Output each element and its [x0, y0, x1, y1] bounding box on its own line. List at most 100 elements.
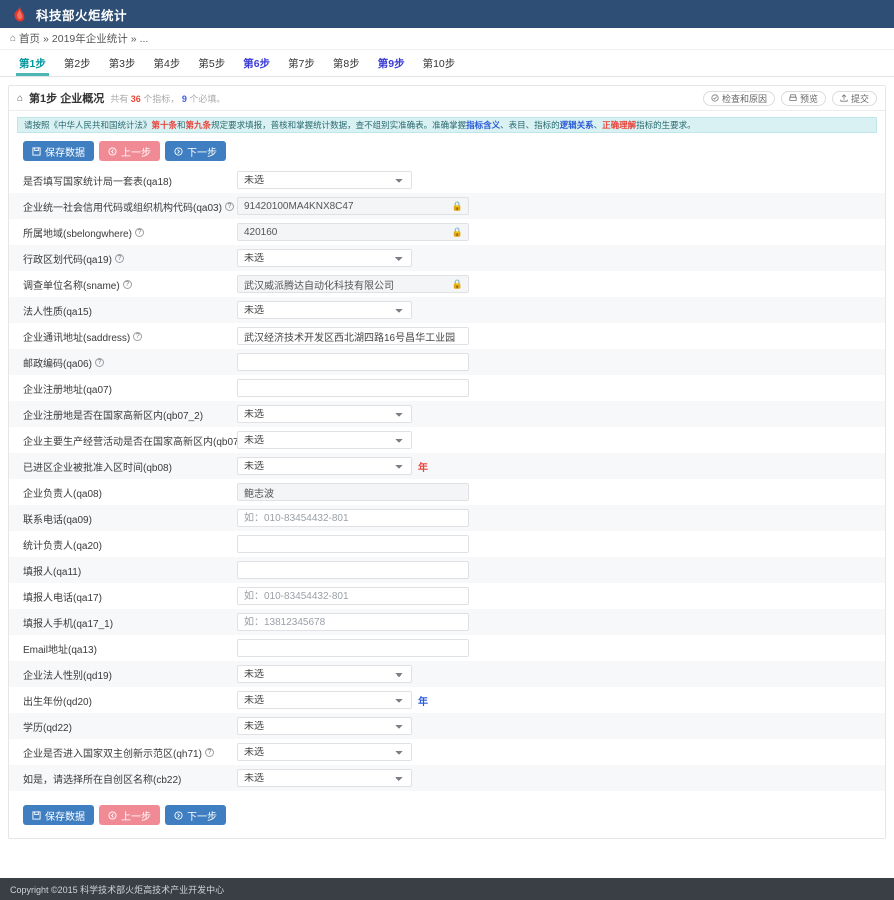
- prev-step-button-bottom[interactable]: 上一步: [99, 805, 160, 825]
- field-control: 未选: [237, 301, 412, 319]
- step-tab-9[interactable]: 第9步: [377, 57, 405, 70]
- field-label-text: 企业是否进入国家双主创新示范区(qh71): [23, 748, 202, 760]
- help-icon[interactable]: ?: [204, 747, 214, 757]
- field-input[interactable]: [237, 509, 469, 527]
- form-row: 企业主要生产经营活动是否在国家高新区内(qb07_3) 未选: [9, 427, 885, 453]
- next-step-button-bottom[interactable]: 下一步: [165, 805, 226, 825]
- step-tab-6[interactable]: 第6步: [243, 57, 271, 70]
- breadcrumb-home[interactable]: 首页: [19, 33, 41, 45]
- step-tab-8[interactable]: 第8步: [332, 57, 360, 70]
- notice-link-indicator-meaning[interactable]: 指标含义: [466, 120, 501, 130]
- form-row: 所属地域(sbelongwhere)?🔒: [9, 219, 885, 245]
- preview-button[interactable]: 预览: [780, 90, 826, 106]
- field-control: 🔒: [237, 197, 469, 215]
- field-control: [237, 613, 469, 631]
- step-tab-3[interactable]: 第3步: [108, 57, 136, 70]
- field-select[interactable]: 未选: [237, 457, 412, 475]
- prev-step-button-top[interactable]: 上一步: [99, 141, 160, 161]
- breadcrumb-level-2[interactable]: 2019年企业统计: [51, 33, 128, 45]
- field-label: 企业主要生产经营活动是否在国家高新区内(qb07_3): [23, 433, 237, 448]
- field-input[interactable]: [237, 353, 469, 371]
- field-label: 填报人(qa11): [23, 563, 237, 578]
- step-tab-1[interactable]: 第1步: [10, 50, 55, 76]
- notice-law-article-9: 第九条: [185, 120, 212, 130]
- field-input[interactable]: [237, 327, 469, 345]
- field-unit-label: 年: [418, 696, 428, 708]
- field-control: 未选年: [237, 457, 428, 475]
- arrow-right-circle-icon: [174, 146, 183, 156]
- field-input[interactable]: [237, 535, 469, 553]
- field-input-wrap: [237, 483, 469, 501]
- indicator-required-count: 9: [181, 93, 187, 104]
- field-select[interactable]: 未选: [237, 743, 412, 761]
- field-input[interactable]: [237, 483, 469, 501]
- save-button-top[interactable]: 保存数据: [23, 141, 94, 161]
- field-input[interactable]: [237, 379, 469, 397]
- help-icon[interactable]: ?: [122, 279, 132, 289]
- panel-sub-suffix: 个必填。: [189, 93, 226, 104]
- field-input-wrap: 🔒: [237, 275, 469, 293]
- step-tab-5[interactable]: 第5步: [198, 57, 226, 70]
- field-control: 未选: [237, 717, 412, 735]
- field-input[interactable]: [237, 613, 469, 631]
- field-select[interactable]: 未选: [237, 691, 412, 709]
- field-select[interactable]: 未选: [237, 171, 412, 189]
- field-label: 出生年份(qd20): [23, 693, 237, 708]
- prev-step-button-top-label: 上一步: [121, 147, 151, 159]
- preview-label: 预览: [799, 93, 818, 104]
- panel-sub-middle: 个指标，: [143, 93, 180, 104]
- notice-link-logic-relation[interactable]: 逻辑关系: [559, 120, 594, 130]
- field-input[interactable]: [237, 639, 469, 657]
- field-select[interactable]: 未选: [237, 431, 412, 449]
- help-icon[interactable]: ?: [133, 331, 143, 341]
- field-control: [237, 379, 469, 397]
- help-icon[interactable]: ?: [94, 357, 104, 367]
- indicator-total-count: 36: [130, 93, 141, 104]
- field-label-text: 行政区划代码(qa19): [23, 254, 112, 266]
- submit-button[interactable]: 提交: [831, 90, 877, 106]
- form-row: 是否填写国家统计局一套表(qa18) 未选: [9, 167, 885, 193]
- help-icon[interactable]: ?: [114, 253, 124, 263]
- next-step-button-top-label: 下一步: [187, 147, 217, 159]
- field-input[interactable]: [237, 197, 469, 215]
- breadcrumb-level-3: ...: [139, 32, 149, 45]
- form-row: 如是，请选择所在自创区名称(cb22) 未选: [9, 765, 885, 791]
- field-select[interactable]: 未选: [237, 717, 412, 735]
- field-label-text: 企业法人性别(qd19): [23, 670, 112, 682]
- next-step-button-top[interactable]: 下一步: [165, 141, 226, 161]
- field-input[interactable]: [237, 587, 469, 605]
- field-select[interactable]: 未选: [237, 249, 412, 267]
- help-icon[interactable]: ?: [224, 201, 234, 211]
- step-tabs: 第1步 第2步 第3步 第4步 第5步 第6步 第7步 第8步 第9步 第10步: [0, 50, 894, 77]
- save-button-bottom[interactable]: 保存数据: [23, 805, 94, 825]
- field-input-wrap: [237, 587, 469, 605]
- notice-part-4: 、表目、指标的: [500, 120, 560, 130]
- step-tab-10[interactable]: 第10步: [422, 57, 456, 70]
- form-panel: ⌂ 第1步 企业概况 共有 36 个指标， 9 个必填。 检查和原因: [8, 85, 886, 839]
- field-select[interactable]: 未选: [237, 301, 412, 319]
- field-input[interactable]: [237, 275, 469, 293]
- help-icon[interactable]: ?: [134, 227, 144, 237]
- arrow-left-circle-icon: [108, 810, 117, 820]
- field-select[interactable]: 未选: [237, 665, 412, 683]
- check-and-reason-button[interactable]: 检查和原因: [702, 90, 775, 106]
- field-control: 未选: [237, 431, 412, 449]
- field-label: 联系电话(qa09): [23, 511, 237, 526]
- step-tab-7[interactable]: 第7步: [288, 57, 315, 70]
- field-control: 未选: [237, 769, 412, 787]
- form-row: 企业统一社会信用代码或组织机构代码(qa03)?🔒: [9, 193, 885, 219]
- step-tab-2[interactable]: 第2步: [63, 57, 91, 70]
- field-label-text: 邮政编码(qa06): [23, 358, 92, 370]
- field-input[interactable]: [237, 561, 469, 579]
- field-select[interactable]: 未选: [237, 769, 412, 787]
- notice-part-3: 规定要求填报，普核和掌握统计数据，查不组别实准确表。准确掌握: [211, 120, 467, 130]
- step-tab-4[interactable]: 第4步: [153, 57, 181, 70]
- save-icon: [32, 810, 41, 820]
- field-select[interactable]: 未选: [237, 405, 412, 423]
- field-control: [237, 353, 469, 371]
- save-button-top-label: 保存数据: [45, 147, 85, 159]
- panel-home-icon: ⌂: [17, 92, 24, 104]
- field-label: 邮政编码(qa06)?: [23, 355, 237, 370]
- arrow-left-circle-icon: [108, 146, 117, 156]
- field-input[interactable]: [237, 223, 469, 241]
